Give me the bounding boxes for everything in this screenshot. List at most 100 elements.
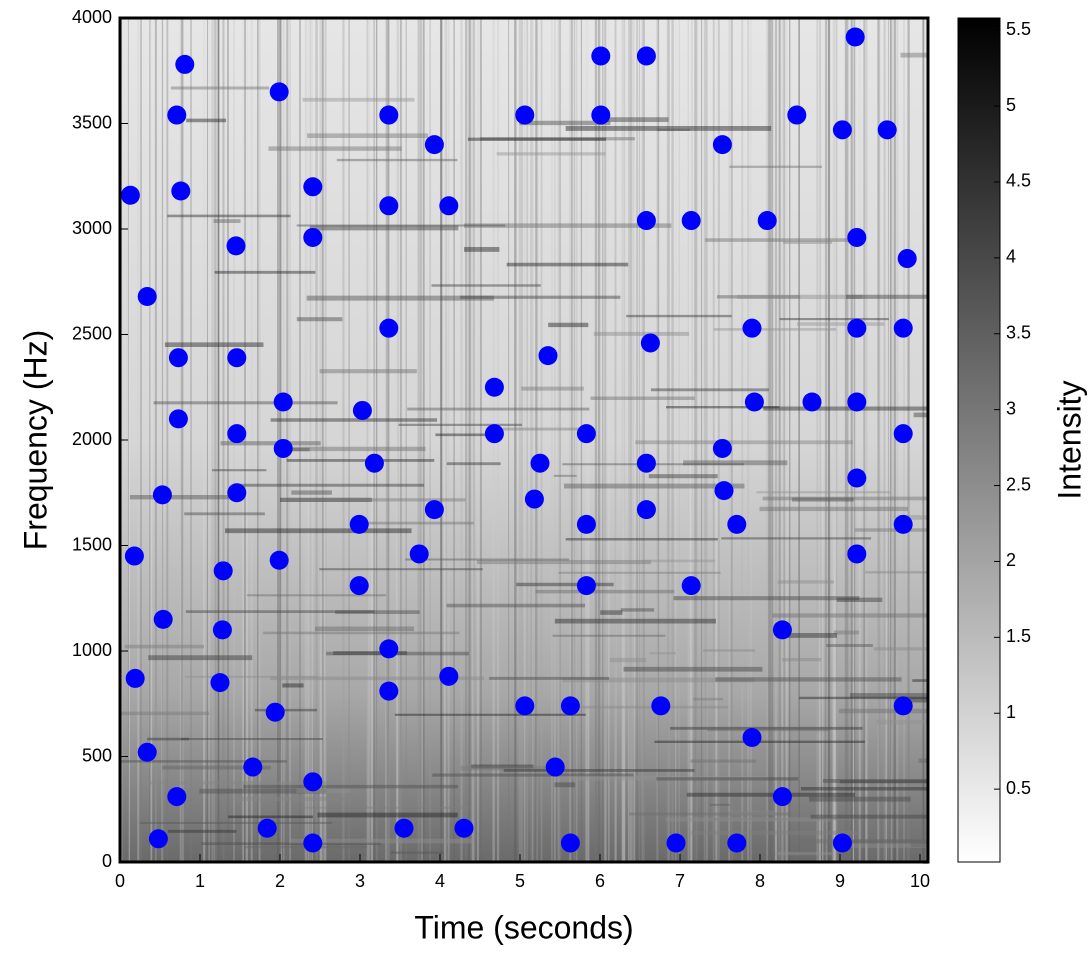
point <box>124 546 144 566</box>
point <box>349 576 369 596</box>
point <box>303 227 323 247</box>
point <box>273 438 293 458</box>
point <box>576 424 596 444</box>
point <box>152 485 172 505</box>
point <box>744 392 764 412</box>
point <box>484 377 504 397</box>
point <box>893 696 913 716</box>
point <box>712 135 732 155</box>
point <box>153 609 173 629</box>
point <box>352 400 372 420</box>
y-axis-label: Frequency (Hz) <box>17 330 53 551</box>
point <box>171 181 191 201</box>
point <box>772 620 792 640</box>
point <box>137 742 157 762</box>
x-tick-label: 8 <box>755 871 765 891</box>
x-tick-label: 5 <box>515 871 525 891</box>
point <box>168 348 188 368</box>
colorbar-tick-label: 2 <box>1006 550 1016 570</box>
colorbar <box>957 17 1001 863</box>
point <box>424 500 444 520</box>
point <box>742 728 762 748</box>
point <box>175 54 195 74</box>
colorbar-tick-label: 4.5 <box>1006 171 1031 191</box>
point <box>893 424 913 444</box>
point <box>125 668 145 688</box>
point <box>576 576 596 596</box>
point <box>226 236 246 256</box>
point <box>847 227 867 247</box>
point <box>439 196 459 216</box>
y-tick-label: 500 <box>82 745 112 765</box>
point <box>832 833 852 853</box>
spectrogram <box>120 18 928 862</box>
point <box>265 702 285 722</box>
point <box>712 438 732 458</box>
point <box>847 318 867 338</box>
point <box>576 514 596 534</box>
x-tick-label: 2 <box>275 871 285 891</box>
point <box>636 46 656 66</box>
x-axis-label: Time (seconds) <box>414 909 633 945</box>
point <box>591 46 611 66</box>
colorbar-tick-label: 3 <box>1006 398 1016 418</box>
point <box>847 468 867 488</box>
colorbar-tick-label: 2.5 <box>1006 474 1031 494</box>
point <box>742 318 762 338</box>
y-tick-label: 1500 <box>72 534 112 554</box>
colorbar-tick-label: 3.5 <box>1006 322 1031 342</box>
y-tick-label: 3000 <box>72 218 112 238</box>
point <box>484 424 504 444</box>
colorbar-label: Intensity <box>1051 380 1087 499</box>
point <box>530 453 550 473</box>
point <box>591 105 611 125</box>
point <box>545 757 565 777</box>
point <box>877 120 897 140</box>
point <box>303 772 323 792</box>
point <box>167 105 187 125</box>
colorbar-tick-label: 5 <box>1006 95 1016 115</box>
point <box>379 196 399 216</box>
point <box>727 833 747 853</box>
point <box>379 318 399 338</box>
point <box>832 120 852 140</box>
point <box>847 392 867 412</box>
point <box>845 27 865 47</box>
point <box>379 105 399 125</box>
colorbar-tick-label: 5.5 <box>1006 19 1031 39</box>
point <box>893 514 913 534</box>
y-tick-label: 0 <box>102 851 112 871</box>
colorbar-tick-label: 1 <box>1006 702 1016 722</box>
point <box>439 666 459 686</box>
x-tick-label: 9 <box>835 871 845 891</box>
point <box>666 833 686 853</box>
point <box>379 639 399 659</box>
point <box>640 333 660 353</box>
point <box>651 696 671 716</box>
point <box>560 696 580 716</box>
colorbar-tick-label: 0.5 <box>1006 778 1031 798</box>
point <box>714 481 734 501</box>
point <box>148 829 168 849</box>
point <box>681 576 701 596</box>
point <box>227 424 247 444</box>
point <box>210 673 230 693</box>
point <box>120 185 140 205</box>
point <box>137 287 157 307</box>
point <box>379 681 399 701</box>
point <box>681 211 701 231</box>
point <box>538 346 558 366</box>
point <box>364 453 384 473</box>
y-tick-label: 2000 <box>72 429 112 449</box>
point <box>515 696 535 716</box>
point <box>227 483 247 503</box>
point <box>212 620 232 640</box>
y-tick-label: 3500 <box>72 112 112 132</box>
x-tick-label: 4 <box>435 871 445 891</box>
y-tick-label: 1000 <box>72 640 112 660</box>
x-tick-label: 1 <box>195 871 205 891</box>
point <box>757 211 777 231</box>
point <box>213 561 233 581</box>
point <box>515 105 535 125</box>
